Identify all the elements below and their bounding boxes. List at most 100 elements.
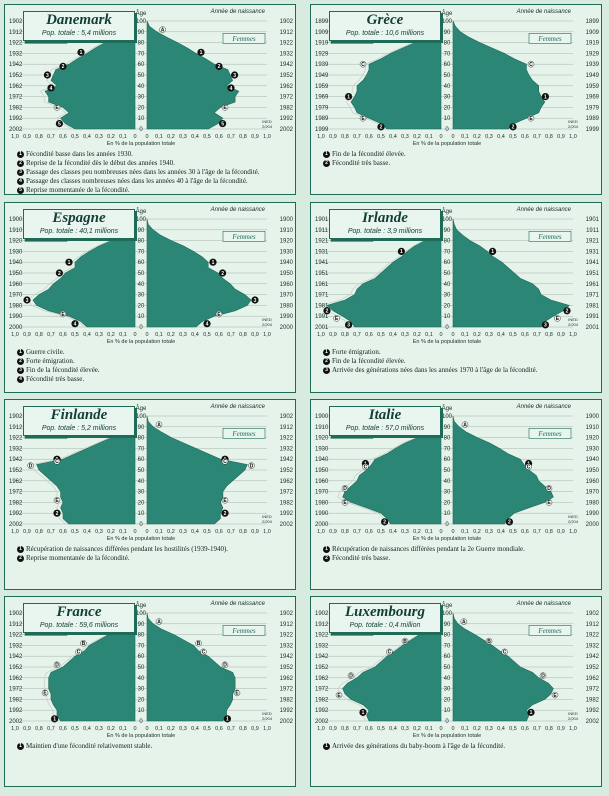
x-tick: 0,7 xyxy=(353,726,361,732)
femmes-label: Femmes xyxy=(537,35,562,43)
age-tick: 80 xyxy=(444,436,451,442)
population-total: Pop. totale : 5,4 millions xyxy=(41,30,117,37)
x-tick: 0,3 xyxy=(485,134,493,140)
age-tick: 40 xyxy=(444,479,451,485)
svg-text:1: 1 xyxy=(347,94,350,100)
birth-year-right: 1921 xyxy=(586,239,600,245)
x-axis-label: En % de la population totale xyxy=(413,339,482,345)
note-text: Fécondité très basse. xyxy=(332,159,391,167)
age-tick: 10 xyxy=(138,116,145,122)
birth-year-right: 1922 xyxy=(280,633,294,639)
source-credit: 2/204 xyxy=(568,124,579,129)
marker-1: 1 xyxy=(489,247,497,255)
birth-year-left: 1939 xyxy=(315,62,329,68)
x-tick: 0,8 xyxy=(35,726,43,732)
svg-text:4: 4 xyxy=(50,86,53,92)
source-credit: INED xyxy=(568,711,578,716)
pyramid-panel-luxembourg: 0 10 20 30 40 50 60 70 80 90 100 Âge 2002 2002 1992 199… xyxy=(310,596,602,787)
svg-text:1: 1 xyxy=(53,717,56,723)
svg-text:2: 2 xyxy=(566,309,569,315)
birth-year-right: 1901 xyxy=(586,217,600,223)
birth-year-left: 1981 xyxy=(315,303,329,309)
birth-year-left: 1960 xyxy=(315,479,329,485)
note-item: 1 Forte émigration. xyxy=(323,348,593,357)
birth-year-left: 1942 xyxy=(9,654,23,660)
marker-E: E xyxy=(221,104,229,111)
birth-year-right: 1980 xyxy=(586,500,600,506)
x-tick: 0,7 xyxy=(227,332,235,338)
age-tick: 50 xyxy=(444,665,451,671)
age-tick: 40 xyxy=(138,84,145,90)
birth-year-right: 1912 xyxy=(280,30,294,36)
svg-text:3: 3 xyxy=(347,323,350,329)
note-item: 1 Récupération de naissances différées pe… xyxy=(17,545,287,554)
birth-year-right: 1982 xyxy=(586,697,600,703)
svg-text:C: C xyxy=(361,62,365,68)
x-tick: 0,1 xyxy=(119,332,127,338)
x-tick: 0,3 xyxy=(179,726,187,732)
marker-C: C xyxy=(525,463,532,471)
birth-year-left: 1942 xyxy=(9,457,23,463)
svg-text:E: E xyxy=(335,316,339,322)
x-tick: 0,3 xyxy=(401,726,409,732)
age-tick: 90 xyxy=(138,228,145,234)
x-tick: 0,7 xyxy=(227,726,235,732)
marker-C: C xyxy=(221,458,229,465)
age-tick: 60 xyxy=(138,654,145,660)
svg-text:E: E xyxy=(61,312,65,318)
x-tick: 0,9 xyxy=(557,134,565,140)
birth-year-right: 1952 xyxy=(586,665,600,671)
birth-year-left: 1970 xyxy=(9,293,23,299)
marker-C: C xyxy=(501,648,508,656)
x-axis-label: En % de la population totale xyxy=(413,536,482,542)
marker-B: B xyxy=(401,637,409,645)
birth-year-left: 1902 xyxy=(9,414,23,420)
note-number: 3 xyxy=(17,169,24,176)
birth-year-right: 1959 xyxy=(586,84,600,90)
birth-year-left: 1909 xyxy=(315,30,329,36)
birth-year-right: 1951 xyxy=(586,271,600,277)
birth-year-left: 1989 xyxy=(315,116,329,122)
birth-year-right: 1930 xyxy=(586,446,600,452)
svg-text:5: 5 xyxy=(221,121,224,127)
svg-text:A: A xyxy=(157,422,161,428)
notes-list: 1 Récupération de naissances différées pe… xyxy=(323,545,593,563)
pyramid-panel-italie: 0 10 20 30 40 50 60 70 80 90 100 Âge 2000 2000 1990 199… xyxy=(310,399,602,590)
x-tick: 0,5 xyxy=(71,529,79,535)
birth-year-left: 1969 xyxy=(315,95,329,101)
birth-year-left: 2000 xyxy=(9,325,23,331)
marker-3: 3 xyxy=(345,321,353,329)
x-tick: 0,3 xyxy=(179,134,187,140)
x-tick: 0,3 xyxy=(485,529,493,535)
birth-year-left: 1961 xyxy=(315,282,329,288)
svg-text:1: 1 xyxy=(80,50,83,56)
age-tick: 100 xyxy=(442,217,453,223)
svg-text:5: 5 xyxy=(58,121,61,127)
birth-year-left: 1991 xyxy=(315,314,329,320)
age-tick: 100 xyxy=(136,414,147,420)
note-number: 3 xyxy=(323,367,330,374)
x-tick: 0,2 xyxy=(107,134,115,140)
age-tick: 50 xyxy=(444,73,451,79)
age-tick: 90 xyxy=(444,228,451,234)
source-credit: 2/204 xyxy=(262,519,273,524)
birth-year-left: 1972 xyxy=(315,687,329,693)
marker-D: D xyxy=(341,485,349,492)
marker-E: E xyxy=(215,310,223,318)
pyramid-women xyxy=(452,218,570,328)
birth-year-left: 1902 xyxy=(315,611,329,617)
marker-4: 4 xyxy=(47,84,55,92)
pyramid-women xyxy=(146,20,240,130)
marker-1: 1 xyxy=(541,93,549,100)
birth-year-left: 1941 xyxy=(315,260,329,266)
birth-year-right: 1930 xyxy=(280,249,294,255)
note-item: 1 Arrivée des générations du baby-boom à … xyxy=(323,742,593,751)
femmes-label: Femmes xyxy=(231,430,256,438)
note-text: Passage des classes peu nombreuses nées … xyxy=(26,168,260,176)
birth-year-left: 1992 xyxy=(315,708,329,714)
note-text: Fécondité très basse. xyxy=(332,554,391,562)
birth-year-right: 2002 xyxy=(280,522,294,528)
note-item: 2 Forte émigration. xyxy=(17,357,287,366)
x-tick: 1,0 xyxy=(569,726,577,732)
marker-E: E xyxy=(333,315,340,322)
